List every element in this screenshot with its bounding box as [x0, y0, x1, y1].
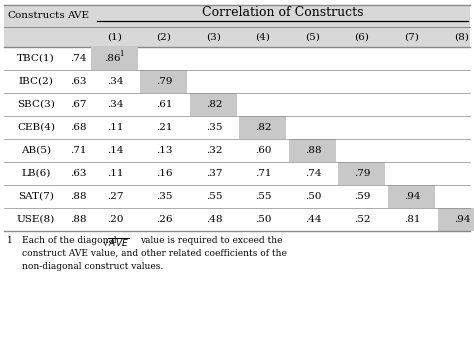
Text: .55: .55	[206, 192, 222, 201]
Text: CEB(4): CEB(4)	[17, 123, 55, 132]
Text: .94: .94	[454, 215, 470, 224]
Text: (5): (5)	[306, 33, 320, 42]
Bar	[4, 139, 470, 162]
Text: .55: .55	[255, 192, 271, 201]
Bar	[4, 93, 470, 116]
Text: .35: .35	[206, 123, 222, 132]
Text: AB(5): AB(5)	[21, 146, 51, 155]
Text: (2): (2)	[156, 33, 172, 42]
Text: .34: .34	[107, 77, 123, 86]
Text: .59: .59	[354, 192, 370, 201]
Text: .44: .44	[305, 215, 321, 224]
Text: SAT(7): SAT(7)	[18, 192, 54, 201]
Text: (7): (7)	[405, 33, 419, 42]
Text: .50: .50	[255, 215, 271, 224]
Text: value is required to exceed the: value is required to exceed the	[140, 236, 283, 245]
Text: non-diagonal construct values.: non-diagonal construct values.	[22, 262, 163, 271]
Text: .79: .79	[156, 77, 172, 86]
Text: .88: .88	[70, 192, 86, 201]
Text: $\sqrt{AVE}$: $\sqrt{AVE}$	[102, 236, 130, 248]
Text: IBC(2): IBC(2)	[18, 77, 54, 86]
Text: SBC(3): SBC(3)	[17, 100, 55, 109]
Text: Correlation of Constructs: Correlation of Constructs	[202, 6, 363, 20]
Text: .88: .88	[305, 146, 321, 155]
Text: Each of the diagonal: Each of the diagonal	[22, 236, 119, 245]
Bar	[4, 185, 470, 208]
Bar	[4, 5, 470, 27]
Text: (4): (4)	[255, 33, 271, 42]
Text: .48: .48	[206, 215, 222, 224]
Text: .11: .11	[107, 169, 123, 178]
Bar	[4, 47, 470, 70]
Text: .67: .67	[70, 100, 86, 109]
Bar	[4, 208, 470, 231]
Text: (1): (1)	[108, 33, 122, 42]
Text: .86: .86	[104, 54, 120, 63]
Text: .34: .34	[107, 100, 123, 109]
Text: AVE: AVE	[67, 11, 89, 21]
Text: .71: .71	[255, 169, 271, 178]
Text: .74: .74	[305, 169, 321, 178]
Text: .79: .79	[354, 169, 370, 178]
Text: .82: .82	[206, 100, 222, 109]
Text: .26: .26	[156, 215, 172, 224]
Text: .88: .88	[70, 215, 86, 224]
Text: .35: .35	[156, 192, 172, 201]
Bar	[4, 70, 470, 93]
Bar	[338, 162, 385, 185]
Text: .81: .81	[404, 215, 420, 224]
Text: .16: .16	[156, 169, 172, 178]
Text: .21: .21	[156, 123, 172, 132]
Bar	[438, 208, 474, 231]
Text: (8): (8)	[455, 33, 469, 42]
Bar	[4, 116, 470, 139]
Bar	[4, 162, 470, 185]
Text: .13: .13	[156, 146, 172, 155]
Text: TBC(1): TBC(1)	[17, 54, 55, 63]
Text: .71: .71	[70, 146, 86, 155]
Text: (6): (6)	[355, 33, 369, 42]
Text: .68: .68	[70, 123, 86, 132]
Text: .32: .32	[206, 146, 222, 155]
Text: LB(6): LB(6)	[21, 169, 51, 178]
Bar	[91, 47, 138, 70]
Text: .82: .82	[255, 123, 271, 132]
Bar	[4, 27, 470, 47]
Text: .94: .94	[404, 192, 420, 201]
Bar	[191, 93, 237, 116]
Text: .27: .27	[107, 192, 123, 201]
Bar	[239, 116, 286, 139]
Text: .52: .52	[354, 215, 370, 224]
Text: .60: .60	[255, 146, 271, 155]
Text: .14: .14	[107, 146, 123, 155]
Text: .63: .63	[70, 77, 86, 86]
Text: USE(8): USE(8)	[17, 215, 55, 224]
Text: 1: 1	[7, 236, 13, 245]
Text: (3): (3)	[207, 33, 221, 42]
Text: .11: .11	[107, 123, 123, 132]
Text: construct AVE value, and other related coefficients of the: construct AVE value, and other related c…	[22, 249, 287, 258]
Text: .37: .37	[206, 169, 222, 178]
Text: 1: 1	[119, 49, 123, 58]
Bar	[290, 139, 337, 162]
Bar	[389, 185, 436, 208]
Text: .20: .20	[107, 215, 123, 224]
Text: .74: .74	[70, 54, 86, 63]
Text: .61: .61	[156, 100, 172, 109]
Text: Constructs: Constructs	[7, 11, 65, 21]
Text: .50: .50	[305, 192, 321, 201]
Text: .63: .63	[70, 169, 86, 178]
Bar	[140, 70, 188, 93]
